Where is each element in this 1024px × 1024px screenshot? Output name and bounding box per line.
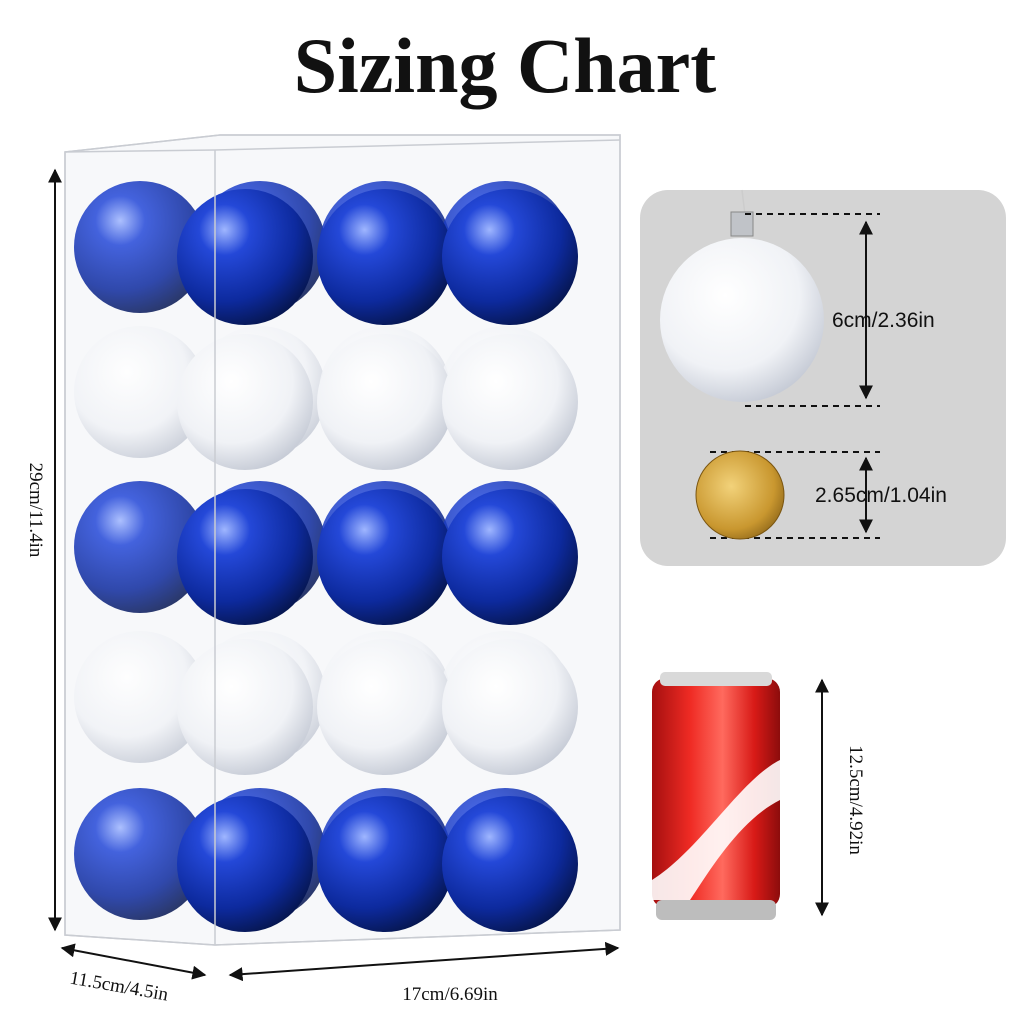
ornament xyxy=(74,631,206,763)
ornament xyxy=(177,489,313,625)
guide-lines xyxy=(710,213,880,539)
ornament xyxy=(442,489,578,625)
ornament xyxy=(442,189,578,325)
ornament xyxy=(74,481,206,613)
width-label: 17cm/6.69in xyxy=(402,984,498,1005)
ornament xyxy=(442,639,578,775)
ornament xyxy=(317,489,453,625)
ornament xyxy=(177,189,313,325)
coin-size-label: 2.65cm/1.04in xyxy=(815,484,947,507)
ornament xyxy=(442,334,578,470)
ornament xyxy=(317,639,453,775)
ornament xyxy=(317,796,453,932)
title: Sizing Chart xyxy=(294,22,717,109)
ornament xyxy=(74,181,206,313)
ornament xyxy=(317,334,453,470)
can-size-label: 12.5cm/4.92in xyxy=(845,745,866,855)
ornament xyxy=(177,334,313,470)
ornament xyxy=(74,326,206,458)
ornament xyxy=(442,796,578,932)
ornament xyxy=(317,189,453,325)
dimension-arrows xyxy=(48,168,829,982)
ornament xyxy=(177,796,313,932)
ornament xyxy=(74,788,206,920)
height-label: 29cm/11.4in xyxy=(25,463,46,558)
ornament-size-label: 6cm/2.36in xyxy=(832,309,935,332)
depth-label: 11.5cm/4.5in xyxy=(68,968,170,1006)
single-ornament xyxy=(660,189,824,402)
soda-can xyxy=(652,672,780,920)
coin xyxy=(695,450,785,540)
box-edges xyxy=(64,134,621,946)
ornaments xyxy=(74,181,578,932)
ornament xyxy=(177,639,313,775)
